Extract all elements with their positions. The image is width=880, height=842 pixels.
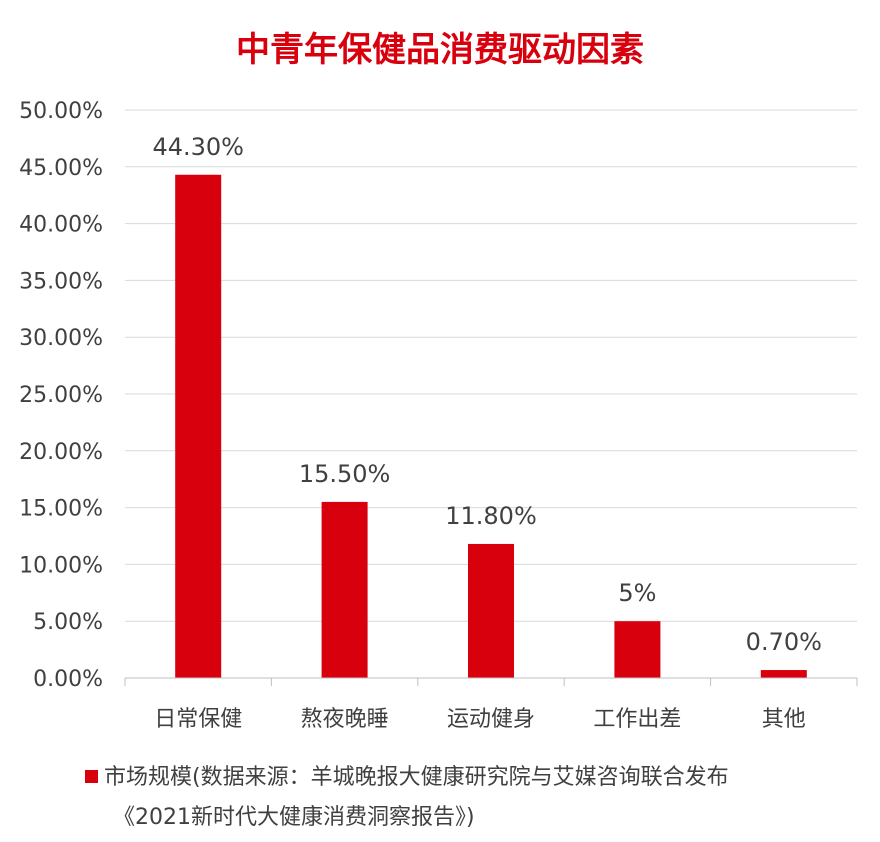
legend-swatch — [85, 770, 98, 783]
x-category-label: 其他 — [762, 707, 806, 732]
x-category-label: 工作出差 — [593, 707, 681, 732]
data-label: 15.50% — [299, 460, 391, 488]
y-tick-label: 25.00% — [19, 383, 103, 408]
data-labels: 44.30% 15.50% 11.80% 5% 0.70% — [152, 133, 821, 656]
x-axis — [124, 677, 858, 686]
y-tick-label: 40.00% — [19, 213, 103, 238]
x-category-label: 熬夜晚睡 — [301, 707, 389, 732]
y-tick-label: 5.00% — [33, 610, 103, 635]
chart-title: 中青年保健品消费驱动因素 — [236, 30, 644, 70]
legend-series-name: 市场规模(数据来源：羊城晚报大健康研究院与艾媒咨询联合发布 — [104, 765, 729, 790]
data-label: 0.70% — [746, 628, 822, 656]
data-label: 11.80% — [445, 502, 537, 530]
y-tick-label: 35.00% — [19, 269, 103, 294]
x-axis-category-labels: 日常保健 熬夜晚睡 运动健身 工作出差 其他 — [154, 707, 806, 732]
y-tick-label: 15.00% — [19, 497, 103, 522]
bar — [175, 174, 222, 678]
y-tick-label: 0.00% — [33, 667, 103, 692]
data-label: 5% — [618, 579, 656, 607]
x-category-label: 日常保健 — [154, 707, 242, 732]
bar — [614, 621, 661, 678]
y-tick-label: 20.00% — [19, 440, 103, 465]
bars — [175, 174, 807, 678]
bar — [468, 543, 514, 678]
bar — [760, 670, 807, 678]
y-axis-tick-labels: 0.00% 5.00% 10.00% 15.00% 20.00% 25.00% 30.00%… — [19, 99, 103, 692]
legend-source-line: 《2021新时代大健康消费洞察报告》) — [113, 805, 475, 830]
y-tick-label: 10.00% — [19, 553, 103, 578]
legend: 市场规模(数据来源：羊城晚报大健康研究院与艾媒咨询联合发布 《2021新时代大健… — [85, 758, 865, 838]
data-label: 44.30% — [152, 133, 244, 161]
y-tick-label: 50.00% — [19, 99, 103, 124]
y-tick-label: 30.00% — [19, 326, 103, 351]
y-tick-label: 45.00% — [19, 156, 103, 181]
x-category-label: 运动健身 — [447, 707, 535, 732]
bar — [321, 501, 368, 678]
